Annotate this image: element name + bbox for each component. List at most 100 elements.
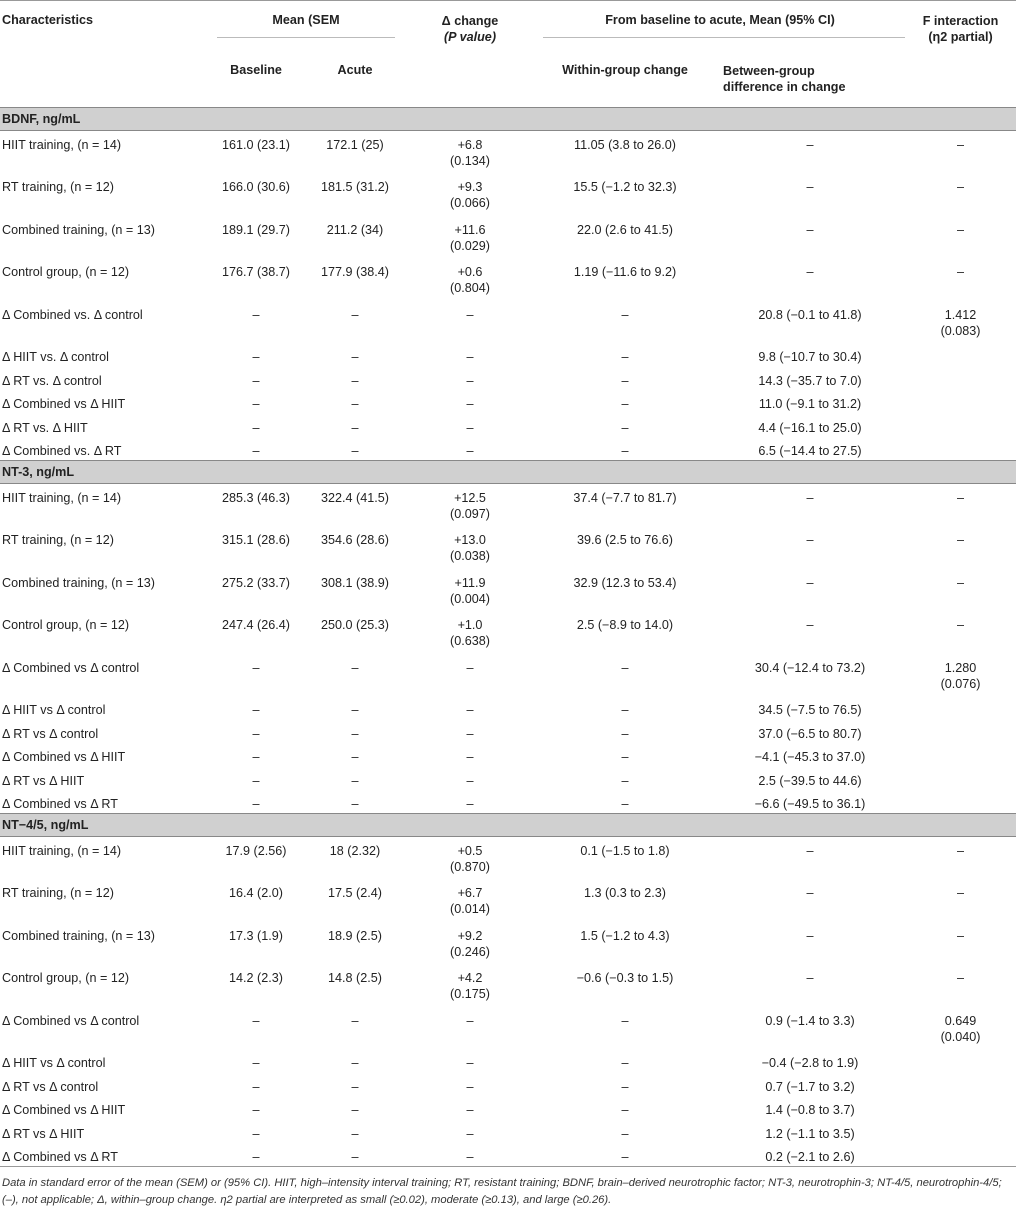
cell-baseline-text: 166.0 (30.6) [222, 180, 290, 194]
cell-between-text: 2.5 (−39.5 to 44.6) [758, 773, 862, 788]
cell-within: 1.5 (−1.2 to 4.3) [535, 922, 715, 965]
cell-baseline-text: 17.3 (1.9) [229, 928, 283, 943]
table-footnote: Data in standard error of the mean (SEM)… [0, 1166, 1016, 1209]
cell-delta-text: – [466, 703, 474, 717]
cell-acute-text: – [351, 1079, 359, 1094]
cell-label-text: RT training, (n = 12) [2, 180, 114, 194]
cell-f-interaction [905, 414, 1016, 438]
cell-delta: – [405, 1007, 535, 1050]
cell-between-text: – [806, 575, 814, 590]
cell-f-interaction-text: – [957, 180, 965, 194]
cell-baseline-text: 176.7 (38.7) [222, 265, 290, 279]
cell-acute: 250.0 (25.3) [305, 611, 405, 654]
cell-delta: – [405, 301, 535, 344]
cell-within-text: – [621, 660, 629, 675]
cell-label-text: Δ Combined vs Δ HIIT [2, 397, 126, 411]
cell-label: HIIT training, (n = 14) [0, 131, 207, 174]
cell-baseline-text: – [252, 1079, 260, 1094]
cell-between: – [715, 837, 905, 880]
cell-label-text: Combined training, (n = 13) [2, 575, 155, 590]
cell-f-interaction-text: (0.083) [940, 323, 981, 338]
cell-baseline-text: – [252, 726, 260, 741]
cell-between: – [715, 922, 905, 965]
cell-between: – [715, 258, 905, 301]
cell-between-text: – [806, 265, 814, 279]
cell-delta: +11.9 (0.004) [405, 569, 535, 612]
header-within-group: Within-group change [562, 63, 688, 77]
cell-delta: +0.6 (0.804) [405, 258, 535, 301]
cell-f-interaction: – [905, 173, 1016, 216]
cell-f-interaction: 0.649 (0.040) [905, 1007, 1016, 1050]
header-baseline-acute: From baseline to acute, Mean (95% CI) [535, 0, 906, 49]
cell-label: Δ RT vs Δ HIIT [0, 1120, 207, 1144]
cell-between-text: 6.5 (−14.4 to 27.5) [758, 444, 862, 458]
cell-f-interaction-text: 0.649 [944, 1013, 977, 1028]
cell-between: – [715, 216, 905, 259]
cell-within: – [535, 301, 715, 344]
cell-baseline-text: – [252, 350, 260, 364]
cell-f-interaction-text: – [957, 222, 965, 237]
cell-label-text: Δ RT vs Δ control [2, 726, 99, 741]
cell-baseline: – [207, 367, 305, 391]
cell-label-text: Δ RT vs Δ HIIT [2, 773, 85, 788]
cell-f-interaction-text: – [957, 265, 965, 279]
cell-between: – [715, 526, 905, 569]
cell-baseline-text: – [252, 750, 260, 764]
cell-baseline-text: 189.1 (29.7) [222, 222, 290, 237]
cell-delta-text: (0.638) [450, 634, 490, 648]
cell-acute: – [305, 1143, 405, 1167]
cell-delta-text: (0.014) [450, 902, 490, 916]
table-row: Combined training, (n = 13) 275.2 (33.7) 3… [0, 569, 1016, 612]
cell-delta-text: – [466, 420, 474, 435]
cell-baseline: 275.2 (33.7) [207, 569, 305, 612]
cell-acute-text: 18.9 (2.5) [328, 928, 382, 943]
cell-between: – [715, 173, 905, 216]
cell-within-text: – [621, 1056, 629, 1070]
cell-delta-text: (0.804) [450, 281, 490, 295]
table-row: HIIT training, (n = 14) 285.3 (46.3) 322.4… [0, 484, 1016, 527]
cell-baseline-text: – [252, 420, 260, 435]
cell-delta-text: – [466, 373, 474, 388]
cell-f-interaction: – [905, 964, 1016, 1007]
cell-acute-text: – [351, 350, 359, 364]
cell-delta-text: – [466, 660, 474, 675]
cell-acute-text: 250.0 (25.3) [321, 618, 389, 632]
cell-label-text: Δ HIIT vs Δ control [2, 703, 106, 717]
cell-within: 1.19 (−11.6 to 9.2) [535, 258, 715, 301]
cell-between: 9.8 (−10.7 to 30.4) [715, 343, 905, 367]
cell-label-text: Control group, (n = 12) [2, 971, 130, 985]
cell-between: 34.5 (−7.5 to 76.5) [715, 696, 905, 720]
header-baseline: Baseline [230, 63, 282, 77]
table-row: Δ RT vs Δ control – – – – 0.7 (−1.7 to 3.2) [0, 1073, 1016, 1097]
table-row: Δ RT vs. Δ control – – – – 14.3 (−35.7 to 7.0… [0, 367, 1016, 391]
header-between-group-line1: Between-group [723, 64, 815, 78]
cell-baseline: 285.3 (46.3) [207, 484, 305, 527]
cell-baseline-text: – [252, 397, 260, 411]
cell-within-text: 11.05 (3.8 to 26.0) [574, 138, 676, 152]
cell-delta-text: (0.134) [450, 154, 490, 168]
cell-delta: – [405, 1096, 535, 1120]
cell-acute-text: 322.4 (41.5) [321, 491, 389, 505]
table-row: Δ RT vs. Δ HIIT – – – – 4.4 (−16.1 to 25.0) [0, 414, 1016, 438]
cell-within: 37.4 (−7.7 to 81.7) [535, 484, 715, 527]
cell-label: Δ Combined vs. Δ RT [0, 437, 207, 461]
cell-f-interaction: – [905, 258, 1016, 301]
cell-f-interaction: – [905, 611, 1016, 654]
cell-delta: +9.3 (0.066) [405, 173, 535, 216]
cell-acute: 17.5 (2.4) [305, 879, 405, 922]
cell-within-text: – [621, 797, 629, 811]
section-title: BDNF, ng/mL [0, 107, 1016, 131]
header-mean-sem: Mean (SEM [207, 0, 405, 49]
cell-between-text: – [806, 971, 814, 985]
cell-between-text: −0.4 (−2.8 to 1.9) [761, 1056, 859, 1070]
cell-label-text: Δ RT vs. Δ HIIT [2, 420, 88, 435]
cell-label: RT training, (n = 12) [0, 173, 207, 216]
cell-between-text: – [806, 491, 814, 505]
cell-within-text: −0.6 (−0.3 to 1.5) [576, 971, 674, 985]
cell-acute: – [305, 696, 405, 720]
cell-label-text: Δ Combined vs Δ HIIT [2, 1103, 126, 1117]
cell-label: Δ RT vs. Δ control [0, 367, 207, 391]
cell-within-text: – [621, 420, 629, 435]
header-between-group: Between-group difference in change [715, 49, 905, 108]
cell-baseline: 17.9 (2.56) [207, 837, 305, 880]
